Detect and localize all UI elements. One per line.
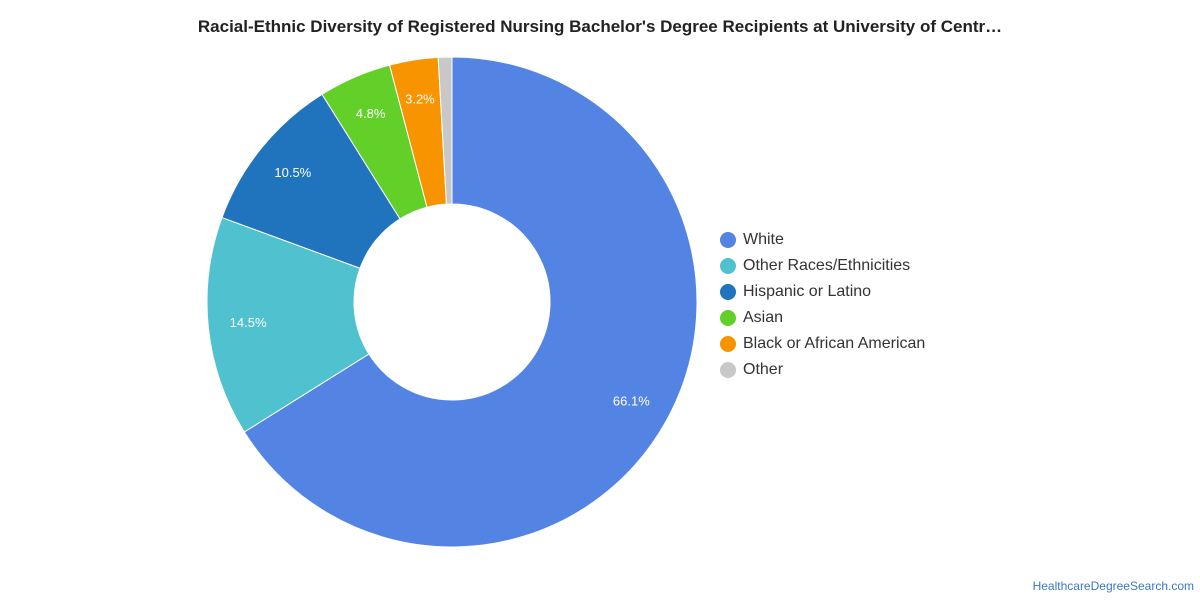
- legend-item[interactable]: Other: [720, 357, 925, 383]
- slice-label: 66.1%: [613, 393, 650, 408]
- slice-hispanic-or-latino[interactable]: [221, 93, 401, 269]
- slice-white[interactable]: [243, 56, 698, 548]
- legend-swatch: [720, 232, 736, 248]
- chart-legend: White Other Races/Ethnicities Hispanic or …: [720, 227, 925, 383]
- legend-label: Asian: [743, 309, 784, 326]
- slice-label: 4.8%: [356, 106, 386, 121]
- slice-label: 14.5%: [230, 315, 267, 330]
- legend-label: Hispanic or Latino: [743, 283, 872, 300]
- legend-item[interactable]: White: [720, 227, 925, 253]
- legend-label: Black or African American: [743, 335, 926, 352]
- legend-swatch: [720, 284, 736, 300]
- legend-swatch: [720, 310, 736, 326]
- legend-item[interactable]: Black or African American: [720, 331, 925, 357]
- source-watermark[interactable]: HealthcareDegreeSearch.com: [1032, 579, 1194, 593]
- legend-label: Other: [743, 361, 784, 378]
- legend-item[interactable]: Asian: [720, 305, 925, 331]
- slice-other-races-ethnicities[interactable]: [206, 216, 370, 433]
- slice-other[interactable]: [437, 56, 453, 205]
- legend-swatch: [720, 258, 736, 274]
- slice-label: 10.5%: [274, 165, 311, 180]
- slice-label: 3.2%: [405, 92, 435, 107]
- legend-swatch: [720, 362, 736, 378]
- legend-item[interactable]: Other Races/Ethnicities: [720, 253, 925, 279]
- chart-title: Racial-Ethnic Diversity of Registered Nu…: [197, 17, 1003, 36]
- legend-label: White: [743, 231, 784, 248]
- legend-swatch: [720, 336, 736, 352]
- legend-item[interactable]: Hispanic or Latino: [720, 279, 925, 305]
- legend-label: Other Races/Ethnicities: [743, 257, 911, 274]
